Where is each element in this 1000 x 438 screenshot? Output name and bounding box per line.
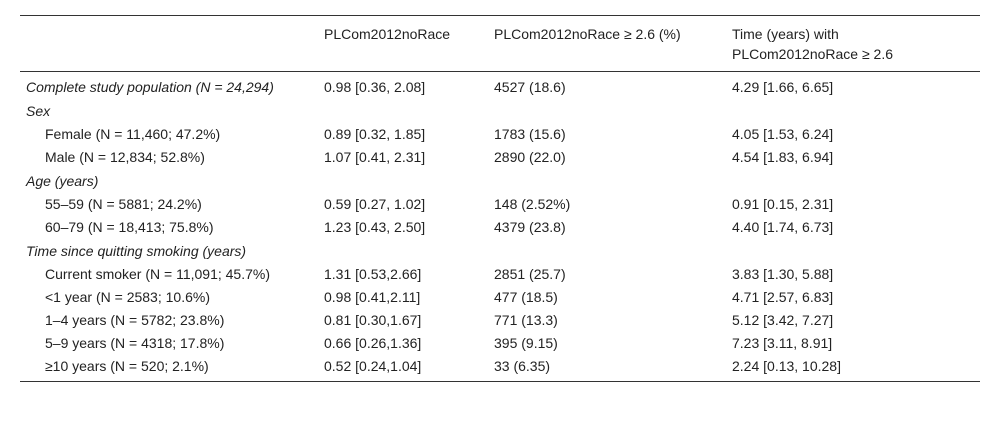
cell: 2.24 [0.13, 10.28]	[732, 358, 841, 374]
data-row: 1–4 years (N = 5782; 23.8%) 0.81 [0.30,1.…	[20, 308, 980, 331]
data-row: <1 year (N = 2583; 10.6%) 0.98 [0.41,2.11…	[20, 285, 980, 308]
row-label: 60–79 (N = 18,413; 75.8%)	[45, 219, 214, 235]
cell: 4527 (18.6)	[494, 79, 566, 95]
header-cell: Time (years) with PLCom2012noRace ≥ 2.6	[732, 26, 894, 62]
table-header: PLCom2012noRace PLCom2012noRace ≥ 2.6 (%…	[20, 15, 980, 72]
cell: 1.07 [0.41, 2.31]	[324, 149, 426, 165]
cell: 1.31 [0.53,2.66]	[324, 266, 422, 282]
cell: 0.98 [0.36, 2.08]	[324, 79, 426, 95]
cell: 4.71 [2.57, 6.83]	[732, 289, 834, 305]
cell: 5.12 [3.42, 7.27]	[732, 312, 834, 328]
section-label: Time since quitting smoking (years)	[26, 243, 247, 259]
row-label: 5–9 years (N = 4318; 17.8%)	[45, 335, 225, 351]
section-row: Sex	[20, 98, 980, 122]
cell: 3.83 [1.30, 5.88]	[732, 266, 834, 282]
cell: 0.66 [0.26,1.36]	[324, 335, 422, 351]
data-row: Current smoker (N = 11,091; 45.7%) 1.31 […	[20, 262, 980, 285]
cell: 0.89 [0.32, 1.85]	[324, 126, 426, 142]
data-row: 60–79 (N = 18,413; 75.8%) 1.23 [0.43, 2.5…	[20, 215, 980, 238]
data-row: Female (N = 11,460; 47.2%) 0.89 [0.32, 1.…	[20, 122, 980, 145]
cell: 1.23 [0.43, 2.50]	[324, 219, 426, 235]
data-row: ≥10 years (N = 520; 2.1%) 0.52 [0.24,1.04…	[20, 354, 980, 382]
cell: 771 (13.3)	[494, 312, 558, 328]
cell: 477 (18.5)	[494, 289, 558, 305]
section-label: Age (years)	[26, 173, 99, 189]
row-label: 55–59 (N = 5881; 24.2%)	[45, 196, 202, 212]
section-row: Age (years)	[20, 168, 980, 192]
header-cell	[20, 16, 318, 72]
cell: 33 (6.35)	[494, 358, 551, 374]
data-row: 55–59 (N = 5881; 24.2%) 0.59 [0.27, 1.02]…	[20, 192, 980, 215]
data-table: PLCom2012noRace PLCom2012noRace ≥ 2.6 (%…	[20, 15, 980, 382]
section-label: Sex	[26, 103, 51, 119]
header-row: PLCom2012noRace PLCom2012noRace ≥ 2.6 (%…	[20, 15, 980, 72]
row-label: Complete study population (N = 24,294)	[26, 79, 274, 95]
cell: 4.29 [1.66, 6.65]	[732, 79, 834, 95]
table-body: Complete study population (N = 24,294) 0.…	[20, 72, 980, 382]
cell: 0.98 [0.41,2.11]	[324, 289, 421, 305]
data-row: Complete study population (N = 24,294) 0.…	[20, 72, 980, 99]
header-cell: PLCom2012noRace	[324, 26, 451, 42]
row-label: 1–4 years (N = 5782; 23.8%)	[45, 312, 225, 328]
row-label: Female (N = 11,460; 47.2%)	[45, 126, 221, 142]
cell: 4379 (23.8)	[494, 219, 566, 235]
cell: 0.81 [0.30,1.67]	[324, 312, 422, 328]
cell: 2890 (22.0)	[494, 149, 566, 165]
cell: 4.05 [1.53, 6.24]	[732, 126, 834, 142]
data-row: Male (N = 12,834; 52.8%) 1.07 [0.41, 2.31…	[20, 145, 980, 168]
cell: 1783 (15.6)	[494, 126, 566, 142]
cell: 4.54 [1.83, 6.94]	[732, 149, 834, 165]
row-label: <1 year (N = 2583; 10.6%)	[45, 289, 210, 305]
row-label: Current smoker (N = 11,091; 45.7%)	[45, 266, 271, 282]
section-row: Time since quitting smoking (years)	[20, 238, 980, 262]
cell: 0.59 [0.27, 1.02]	[324, 196, 426, 212]
cell: 395 (9.15)	[494, 335, 558, 351]
cell: 0.91 [0.15, 2.31]	[732, 196, 834, 212]
cell: 4.40 [1.74, 6.73]	[732, 219, 834, 235]
cell: 148 (2.52%)	[494, 196, 571, 212]
cell: 2851 (25.7)	[494, 266, 566, 282]
row-label: Male (N = 12,834; 52.8%)	[45, 149, 205, 165]
cell: 7.23 [3.11, 8.91]	[732, 335, 833, 351]
cell: 0.52 [0.24,1.04]	[324, 358, 422, 374]
row-label: ≥10 years (N = 520; 2.1%)	[45, 358, 209, 374]
header-cell: PLCom2012noRace ≥ 2.6 (%)	[494, 26, 681, 42]
data-row: 5–9 years (N = 4318; 17.8%) 0.66 [0.26,1.…	[20, 331, 980, 354]
